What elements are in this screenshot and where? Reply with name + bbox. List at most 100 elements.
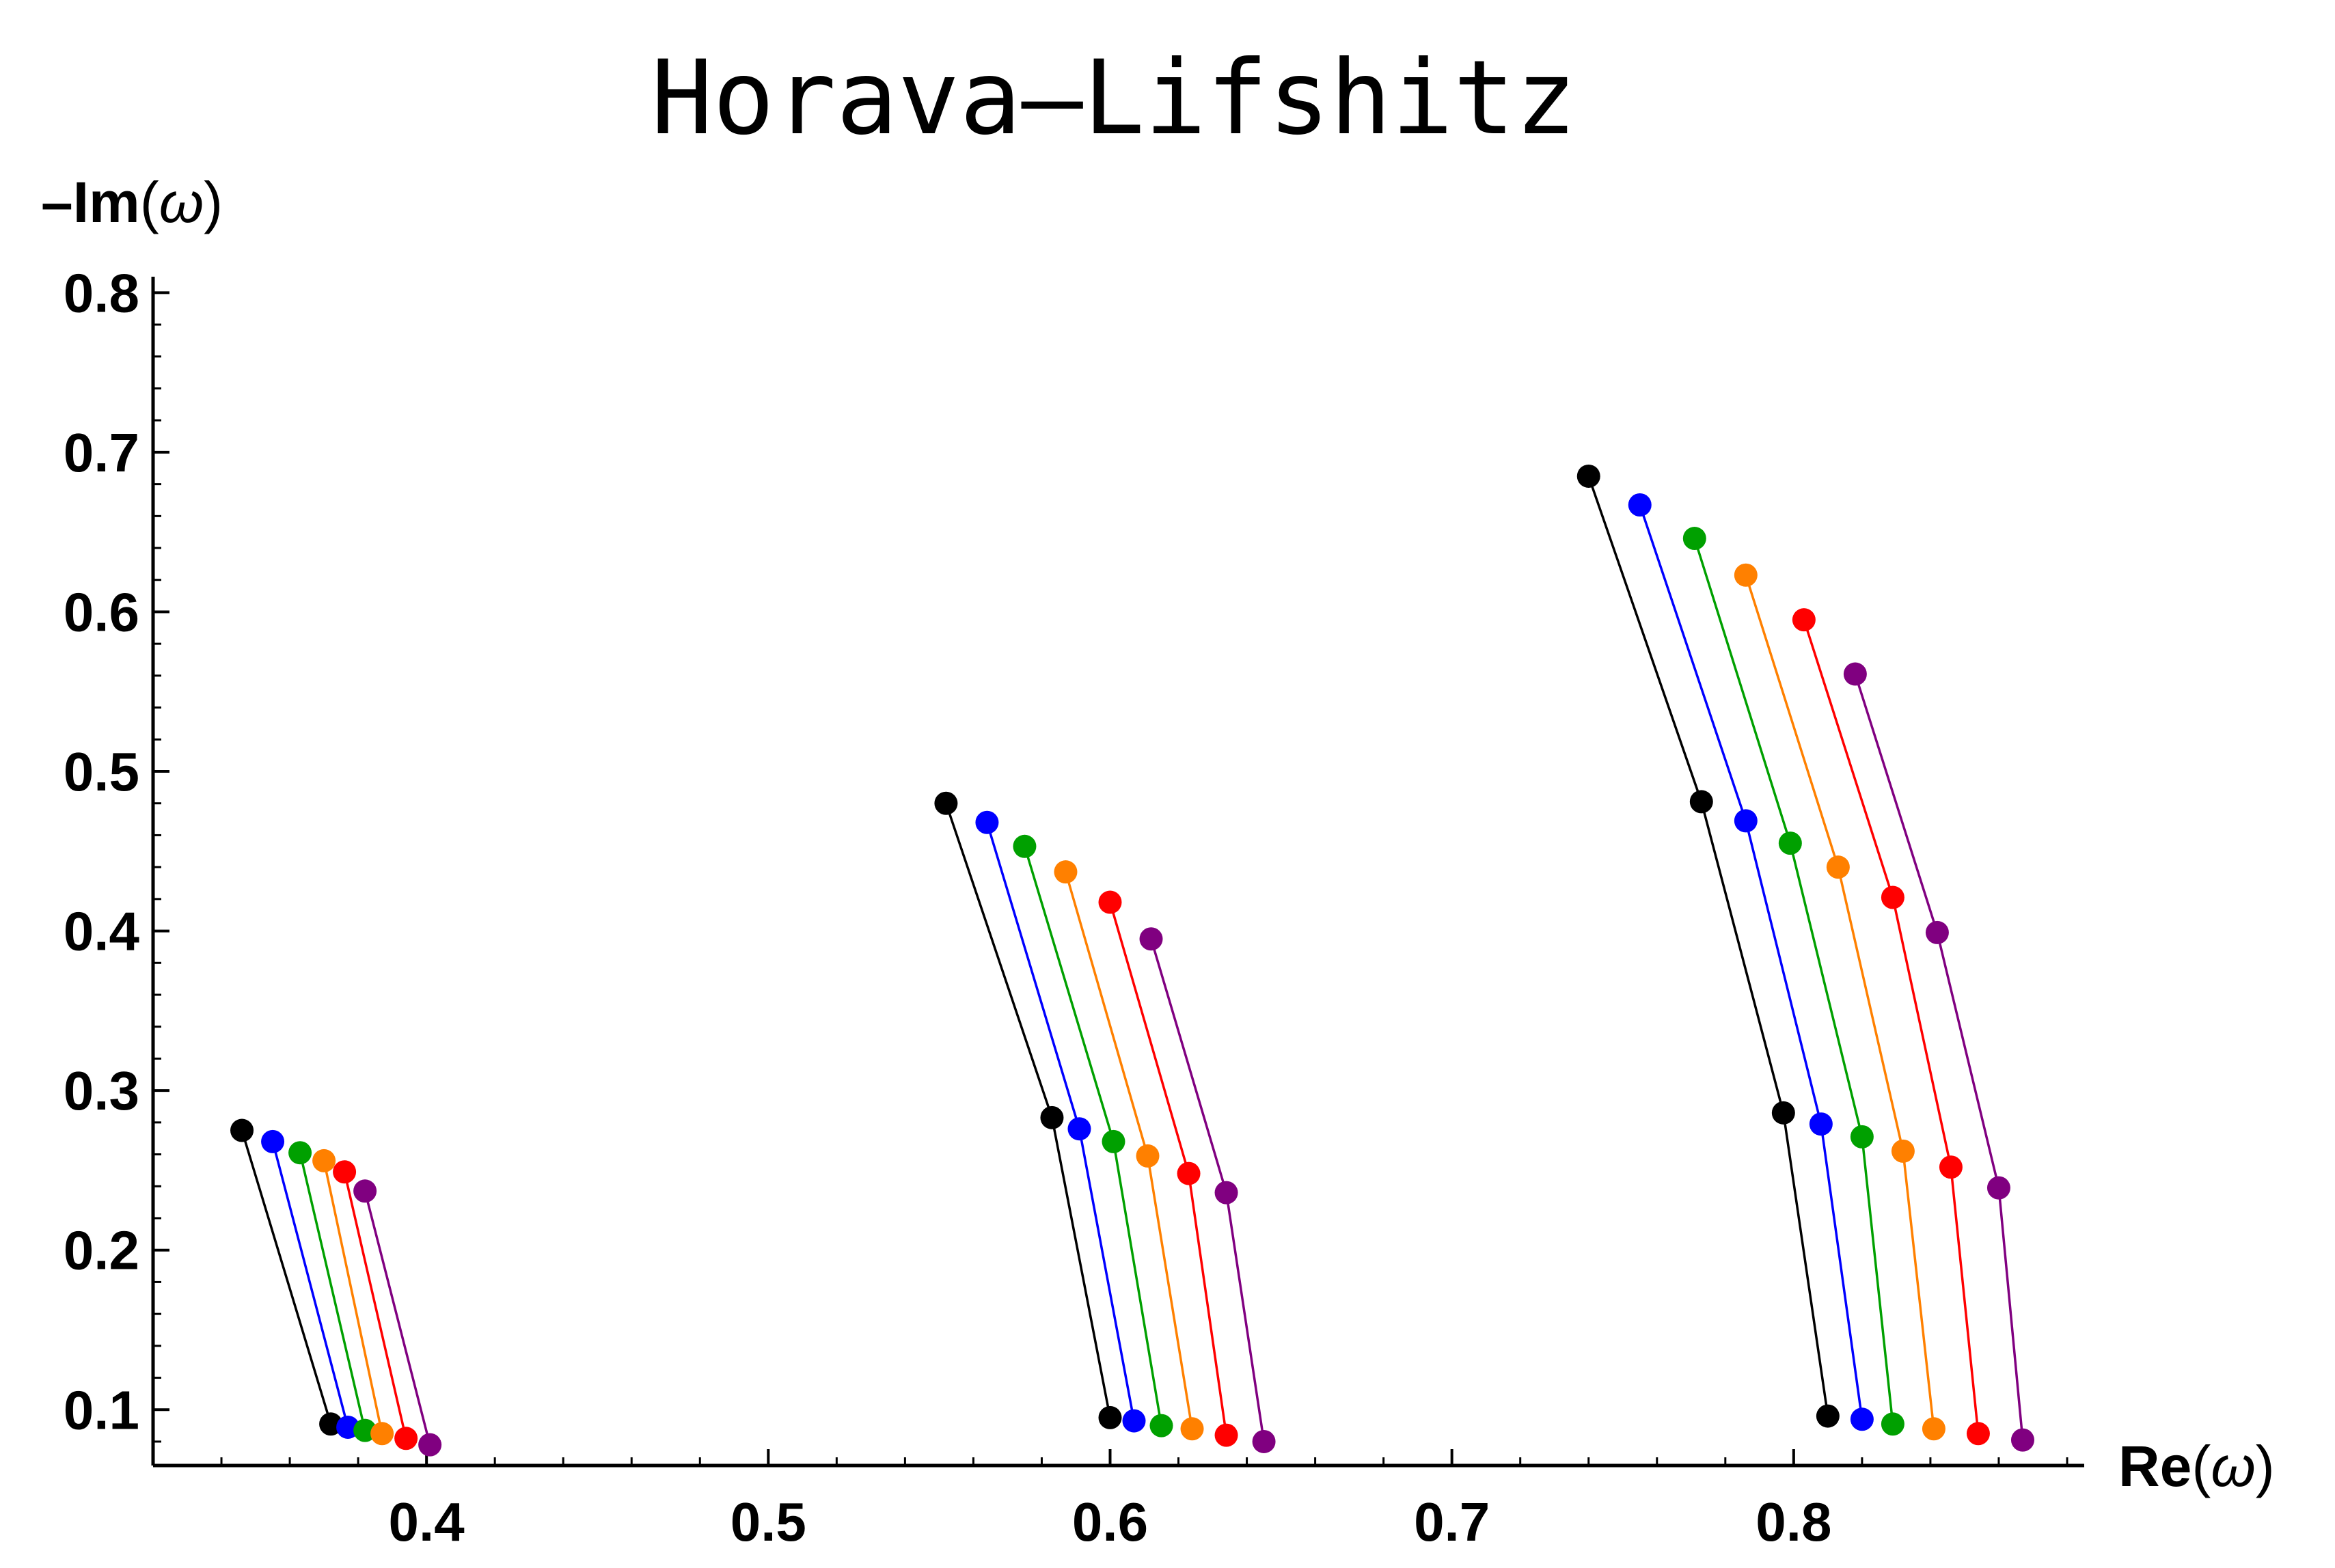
data-point [1966, 1422, 1990, 1446]
data-point [1843, 662, 1867, 686]
series-5 [353, 662, 2034, 1457]
data-point [1252, 1429, 1276, 1453]
series-line [323, 1160, 383, 1434]
data-point [370, 1422, 394, 1446]
data-point [1149, 1414, 1173, 1438]
x-tick-label: 0.4 [389, 1491, 465, 1552]
data-point [1809, 1112, 1833, 1136]
series-line [364, 1190, 431, 1446]
x-axis-label-symbol: ω [2211, 1434, 2255, 1498]
x-axis-label-bold: Re [2118, 1434, 2191, 1498]
data-point [394, 1427, 418, 1450]
series-line [1745, 575, 1935, 1429]
series-line [1064, 871, 1194, 1429]
series-line [1149, 938, 1266, 1442]
data-point [1098, 1405, 1122, 1429]
data-point [1986, 1176, 2010, 1200]
series-line [1854, 674, 2024, 1440]
data-point [1778, 831, 1802, 855]
y-axis-label-prefix: –Im [41, 170, 140, 234]
series-line [1803, 619, 1980, 1434]
y-tick-label: 0.7 [64, 422, 139, 483]
series-line [1693, 538, 1894, 1425]
data-point [1067, 1117, 1091, 1141]
data-point [1054, 860, 1078, 884]
series-line [1108, 902, 1228, 1435]
x-tick-label: 0.8 [1756, 1491, 1831, 1552]
data-point [418, 1433, 442, 1457]
series-line [1639, 504, 1863, 1420]
data-point [288, 1141, 312, 1165]
data-point [1922, 1417, 1945, 1441]
data-point [1771, 1101, 1795, 1125]
data-point [1139, 927, 1163, 951]
y-tick-label: 0.6 [64, 581, 139, 642]
series-2 [288, 527, 1904, 1442]
data-point [1098, 890, 1122, 914]
data-point [1122, 1409, 1146, 1433]
y-tick-label: 0.3 [64, 1060, 139, 1121]
chart-title: Horava–Lifshitz [651, 39, 1577, 158]
data-point [1180, 1417, 1204, 1441]
series-line [1587, 476, 1829, 1416]
data-point [2010, 1428, 2034, 1452]
series-0 [230, 464, 1840, 1436]
data-point [1792, 608, 1816, 632]
y-tick-label: 0.1 [64, 1379, 139, 1440]
data-point [1925, 920, 1949, 944]
data-point [1177, 1161, 1201, 1185]
data-point [261, 1129, 285, 1153]
data-point [333, 1160, 357, 1184]
data-point [1826, 855, 1850, 879]
series-line [299, 1152, 366, 1431]
series-line [271, 1141, 349, 1428]
data-point [1850, 1407, 1874, 1431]
data-point [1102, 1129, 1125, 1153]
data-point [1576, 464, 1600, 488]
x-ticks: 0.4 0.5 0.6 0.7 0.8 [152, 1449, 2068, 1552]
x-tick-label: 0.7 [1414, 1491, 1490, 1552]
y-axis-label-close-paren: ) [204, 170, 223, 234]
y-ticks: 0.1 0.2 0.3 0.4 0.5 0.6 0.7 0.8 [64, 262, 169, 1443]
data-point [353, 1179, 377, 1203]
data-point [1040, 1105, 1064, 1129]
axes: 0.4 0.5 0.6 0.7 0.8 0.1 0.2 0.3 0.4 0.5 0.6 0.7 0.8 [64, 262, 2084, 1552]
data-point [1013, 834, 1037, 858]
x-axis-label-close-paren: ) [2256, 1434, 2275, 1498]
y-tick-label: 0.2 [64, 1220, 139, 1281]
y-tick-label: 0.4 [64, 901, 140, 962]
data-point [934, 791, 958, 815]
plot-area [230, 464, 2034, 1457]
x-axis-label: Re(ω) [2118, 1434, 2275, 1498]
series-4 [333, 608, 1990, 1450]
series-3 [312, 563, 1945, 1446]
y-tick-label: 0.5 [64, 741, 139, 802]
x-tick-label: 0.6 [1072, 1491, 1148, 1552]
data-point [1881, 1412, 1904, 1436]
data-point [1850, 1125, 1874, 1149]
y-axis-label: –Im(ω) [41, 170, 223, 234]
series-line [944, 803, 1112, 1418]
data-point [1816, 1404, 1840, 1428]
series-line [343, 1171, 407, 1439]
data-point [1734, 563, 1758, 587]
data-point [1881, 885, 1904, 909]
data-point [1939, 1155, 1963, 1179]
y-axis-label-symbol: ω [159, 170, 204, 234]
series-line [241, 1129, 332, 1425]
y-axis-label-open-paren: ( [140, 170, 159, 234]
data-point [1682, 527, 1706, 551]
series-1 [261, 493, 1874, 1439]
data-point [1628, 493, 1652, 517]
data-point [312, 1149, 336, 1172]
data-point [1136, 1144, 1160, 1168]
data-point [1689, 790, 1713, 814]
data-point [1734, 809, 1758, 833]
data-point [230, 1118, 254, 1142]
x-tick-label: 0.5 [730, 1491, 806, 1552]
x-axis-label-open-paren: ( [2191, 1434, 2211, 1498]
data-point [975, 810, 999, 834]
data-point [1214, 1423, 1238, 1447]
y-tick-label: 0.8 [64, 262, 139, 323]
